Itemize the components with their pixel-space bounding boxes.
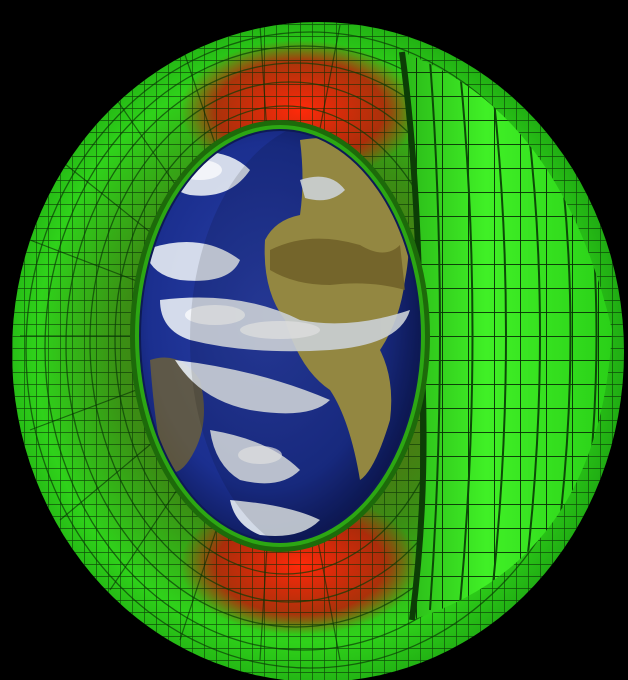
earth-globe (139, 129, 421, 543)
africa-landmass (264, 138, 409, 480)
south-america-landmass (150, 357, 204, 473)
